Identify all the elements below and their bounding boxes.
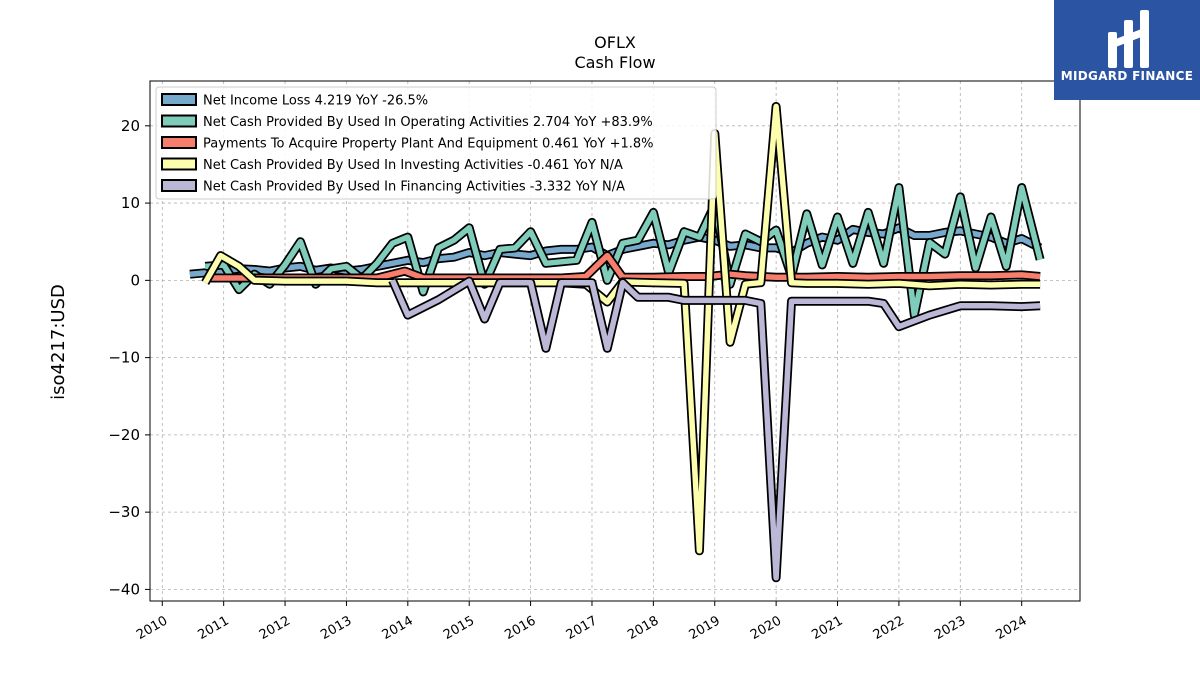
y-tick-label: 10 (121, 194, 140, 212)
y-axis-label: iso4217:USD (48, 284, 69, 400)
series-1 (204, 183, 1045, 320)
y-tick-label: −10 (108, 349, 140, 367)
series-line (204, 184, 1043, 318)
chart-title: OFLX (594, 33, 636, 52)
plot-frame (149, 80, 1081, 602)
series-3 (201, 102, 1041, 556)
legend-swatch (161, 114, 197, 128)
legend-label: Net Cash Provided By Used In Financing A… (203, 180, 625, 195)
y-tick-label: 20 (121, 117, 140, 135)
legend-swatch (161, 136, 197, 149)
y-tick-label: −40 (108, 580, 140, 598)
y-tick-label: −20 (108, 426, 140, 444)
y-tick-label: −30 (108, 503, 140, 521)
legend-label: Net Income Loss 4.219 YoY -26.5% (203, 94, 428, 109)
legend-swatch (161, 93, 197, 106)
legend-label: Net Cash Provided By Used In Operating A… (203, 115, 653, 130)
legend-label: Net Cash Provided By Used In Investing A… (203, 158, 623, 173)
logo-text: MIDGARD FINANCE (1061, 69, 1193, 83)
legend-swatch (161, 157, 197, 171)
series-line (389, 278, 1041, 581)
legend-label: Payments To Acquire Property Plant And E… (203, 137, 654, 152)
series-line (202, 103, 1041, 554)
legend: Net Income Loss 4.219 YoY -26.5% Net Cash… (155, 86, 717, 200)
series-4 (388, 276, 1041, 583)
y-axis: 20 10 0 −10 −20 −30 −40 (108, 117, 150, 598)
midgard-finance-logo: MIDGARD FINANCE (1054, 0, 1200, 100)
legend-box (155, 86, 717, 200)
series-lines (189, 102, 1045, 583)
legend-swatch (161, 179, 197, 192)
chart-subtitle: Cash Flow (574, 53, 655, 72)
y-tick-label: 0 (130, 271, 140, 289)
logo-mark-icon (1108, 10, 1149, 68)
